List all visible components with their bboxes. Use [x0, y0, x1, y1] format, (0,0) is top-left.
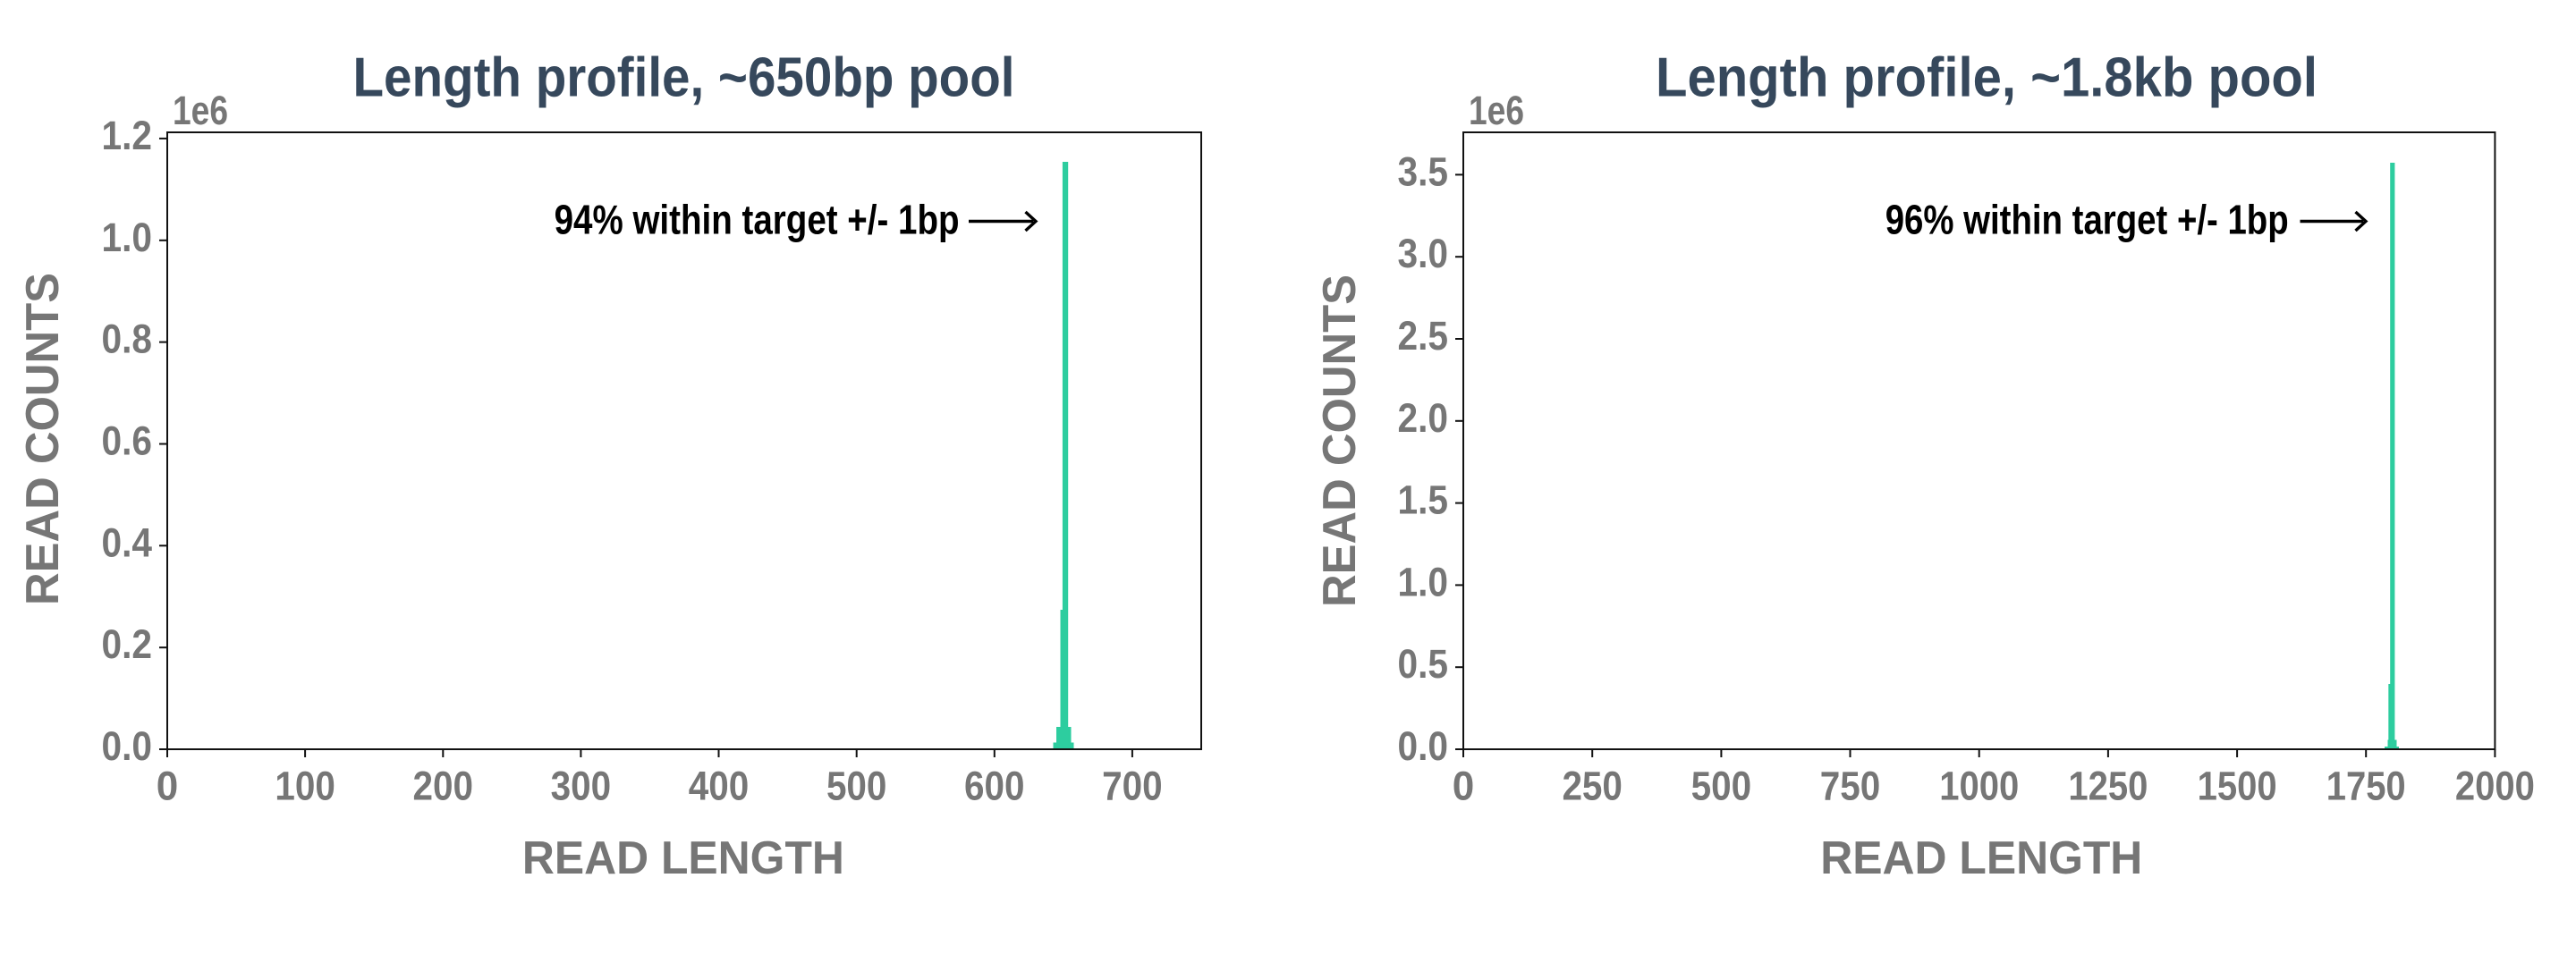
svg-text:100: 100 [275, 763, 335, 808]
svg-text:1.0: 1.0 [1398, 559, 1449, 604]
svg-text:2.5: 2.5 [1398, 313, 1449, 359]
svg-text:0.2: 0.2 [102, 621, 153, 667]
svg-text:Length profile, ~650bp pool: Length profile, ~650bp pool [353, 47, 1015, 109]
svg-text:0.6: 0.6 [102, 418, 153, 464]
svg-text:1e6: 1e6 [1469, 88, 1524, 133]
svg-text:300: 300 [551, 763, 612, 808]
svg-text:2.0: 2.0 [1398, 395, 1449, 441]
svg-text:250: 250 [1562, 763, 1623, 808]
svg-text:1750: 1750 [2326, 763, 2406, 808]
svg-text:READ COUNTS: READ COUNTS [1314, 274, 1366, 607]
svg-text:1000: 1000 [1939, 763, 2019, 808]
svg-text:0: 0 [1453, 763, 1475, 808]
svg-text:1500: 1500 [2198, 763, 2277, 808]
svg-text:500: 500 [1691, 763, 1752, 808]
svg-text:96% within target +/- 1bp: 96% within target +/- 1bp [1885, 196, 2289, 242]
svg-text:Length profile, ~1.8kb pool: Length profile, ~1.8kb pool [1656, 47, 2318, 109]
svg-text:2000: 2000 [2455, 763, 2535, 808]
svg-text:500: 500 [826, 763, 887, 808]
svg-text:750: 750 [1820, 763, 1881, 808]
svg-text:1.2: 1.2 [102, 113, 153, 158]
svg-text:READ LENGTH: READ LENGTH [1820, 832, 2142, 884]
svg-text:READ COUNTS: READ COUNTS [17, 273, 69, 605]
svg-text:400: 400 [689, 763, 750, 808]
svg-text:700: 700 [1102, 763, 1163, 808]
svg-text:1.5: 1.5 [1398, 477, 1449, 523]
svg-text:0.4: 0.4 [102, 519, 153, 565]
svg-text:0.0: 0.0 [1398, 723, 1449, 769]
svg-text:3.0: 3.0 [1398, 231, 1449, 276]
svg-text:600: 600 [964, 763, 1025, 808]
svg-text:0.8: 0.8 [102, 317, 153, 362]
svg-text:1.0: 1.0 [102, 215, 153, 260]
svg-text:200: 200 [413, 763, 474, 808]
svg-text:1250: 1250 [2068, 763, 2148, 808]
svg-text:READ LENGTH: READ LENGTH [522, 832, 844, 884]
svg-text:0.5: 0.5 [1398, 641, 1449, 687]
svg-text:0.0: 0.0 [102, 723, 153, 769]
svg-text:3.5: 3.5 [1398, 148, 1449, 194]
svg-text:1e6: 1e6 [173, 88, 228, 133]
svg-text:0: 0 [157, 763, 179, 808]
svg-text:94% within target +/- 1bp: 94% within target +/- 1bp [555, 196, 960, 242]
